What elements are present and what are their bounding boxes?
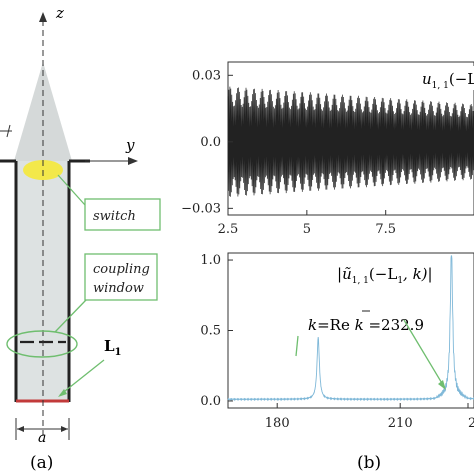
panel-b-bottom-chart: 1.0 0.5 0.0 180 210 2 |ũ1, 1(−L1, k)| k=Re k … [200,252,474,473]
annotation-pointer-right [403,319,444,386]
top-axis-ticks: 0.03 0.0 −0.03 2.5 5 7.5 [181,68,396,237]
switch-callout-label: switch [93,209,136,224]
caption-b: (b) [357,453,381,473]
l1-pointer [59,359,105,396]
top-signal-line [227,86,474,197]
switch-pointer [57,174,86,206]
resonance-annotation: k=Re k =232.9 [308,316,424,334]
switch-callout-box [84,198,161,231]
bottom-spectrum-series [227,255,474,402]
l1-label: L1 [104,337,122,358]
annotation-pointer-head [438,380,446,390]
a-dim-label: a [38,430,46,446]
z-axis-arrow [39,12,47,22]
caption-a: (a) [30,453,53,473]
top-y-tick-label: −0.03 [181,201,221,216]
top-y-tick-label: 0.03 [192,68,221,83]
coupling-callout-box [84,253,158,301]
top-title-bg [418,66,474,90]
bottom-axis-ticks: 1.0 0.5 0.0 180 210 2 [200,253,474,431]
coupling-window-ellipse [6,330,78,358]
coupling-callout-line-2: window [93,281,144,296]
spectrum-line [227,255,474,402]
coupling-pointer [54,299,87,333]
z-axis-label: z [55,4,64,22]
bottom-y-tick-label: 1.0 [200,253,221,268]
bottom-y-tick-label: 0.0 [200,394,221,409]
a-dim-arrow-right [61,426,68,432]
top-y-tick-label: 0.0 [200,135,221,150]
bottom-x-tick-label: 180 [265,416,290,431]
a-dim-arrow-left [17,426,24,432]
bottom-x-tick-label: 2 [468,416,474,431]
l1-pointer-head [58,389,67,397]
bottom-x-tick-label: 210 [388,416,413,431]
top-x-tick-label: 2.5 [218,222,239,237]
panel-a: z y switch coupling window L1 a (a) [0,4,161,473]
top-x-tick-label: 5 [303,222,311,237]
y-axis-arrow [128,157,138,165]
annotation-pointer [295,335,299,357]
panel-b-top-chart: 0.03 0.0 −0.03 2.5 5 7.5 u1, 1(−L [181,61,474,237]
offset-marker-tick [6,124,11,138]
coupling-callout-line-1: coupling [93,262,150,277]
bottom-y-tick-label: 0.5 [200,324,221,339]
top-x-tick-label: 7.5 [375,222,396,237]
y-axis-label: y [125,136,135,154]
top-signal-series [227,86,474,197]
bottom-chart-title: |ũ1, 1(−L1, k)| [337,265,433,286]
top-chart-title: u1, 1(−L [422,70,474,91]
